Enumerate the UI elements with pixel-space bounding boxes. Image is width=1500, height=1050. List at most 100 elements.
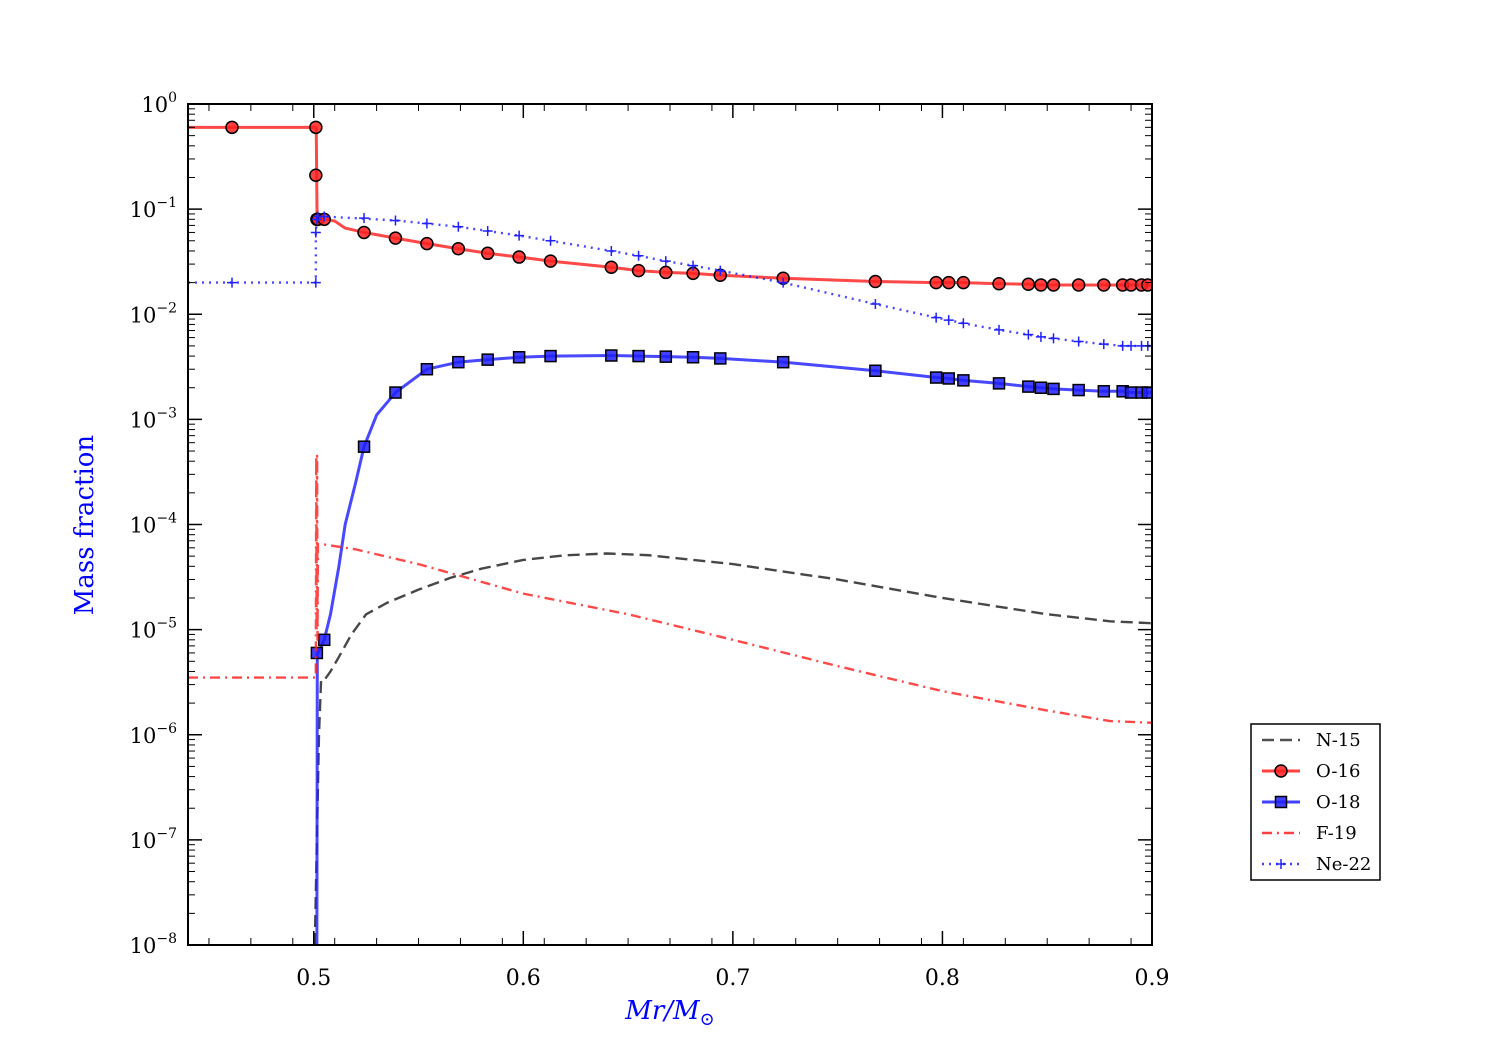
data-point-ne-22 xyxy=(482,225,493,236)
data-point-ne-22 xyxy=(660,256,671,267)
y-tick-label: 10−7 xyxy=(130,826,177,853)
data-point-o-18 xyxy=(420,362,434,376)
data-point-ne-22 xyxy=(943,315,954,326)
data-point-o-18 xyxy=(776,355,790,369)
data-point-o-18 xyxy=(714,352,727,365)
data-point-o-16 xyxy=(451,241,466,256)
data-point-o-16 xyxy=(1071,278,1086,292)
x-axis-label: Mr/M⊙ xyxy=(624,996,715,1030)
data-point-ne-22 xyxy=(310,277,321,288)
data-point-ne-22 xyxy=(778,277,789,288)
data-point-o-16 xyxy=(512,250,526,264)
data-point-o-18 xyxy=(869,364,882,378)
legend-marker-o-16 xyxy=(1274,764,1288,778)
series-line-f-19 xyxy=(188,454,1152,724)
data-point-o-18 xyxy=(992,377,1006,390)
data-point-ne-22 xyxy=(1048,333,1059,344)
data-point-o-18 xyxy=(632,349,645,363)
data-point-o-18 xyxy=(452,355,465,369)
data-point-ne-22 xyxy=(1073,336,1084,347)
data-point-o-16 xyxy=(992,277,1006,291)
data-point-ne-22 xyxy=(688,260,699,271)
x-tick-label: 0.6 xyxy=(506,966,541,991)
y-tick-label: 10−3 xyxy=(130,405,177,432)
data-point-o-16 xyxy=(309,120,323,135)
y-tick-label: 100 xyxy=(141,90,177,117)
legend-label-o-18: O-18 xyxy=(1316,792,1360,813)
plot-frame xyxy=(187,103,1153,946)
data-point-o-18 xyxy=(1034,381,1048,394)
series-f-19 xyxy=(188,454,1152,724)
data-point-o-18 xyxy=(544,349,557,363)
data-point-ne-22 xyxy=(1023,329,1034,340)
data-point-o-18 xyxy=(389,386,402,399)
legend-label-ne-22: Ne-22 xyxy=(1316,854,1371,875)
data-point-o-18 xyxy=(1047,382,1060,396)
data-point-o-16 xyxy=(1021,277,1036,291)
data-point-ne-22 xyxy=(715,265,726,276)
data-point-o-16 xyxy=(1046,278,1061,292)
data-point-ne-22 xyxy=(359,213,370,224)
data-point-o-16 xyxy=(604,260,619,274)
data-point-o-18 xyxy=(605,349,618,362)
y-axis-label: Mass fraction xyxy=(70,435,100,616)
data-point-ne-22 xyxy=(310,227,321,238)
data-point-o-18 xyxy=(317,633,331,647)
data-point-o-16 xyxy=(631,263,646,278)
data-point-o-18 xyxy=(929,371,943,384)
data-point-o-18 xyxy=(357,440,371,453)
data-point-ne-22 xyxy=(453,221,464,232)
series-n-15 xyxy=(313,552,1152,945)
y-tick-label: 10−5 xyxy=(130,616,177,643)
data-point-o-16 xyxy=(225,120,239,135)
legend-marker-o-18 xyxy=(1274,795,1288,809)
legend-marker-ne-22 xyxy=(1276,859,1286,869)
data-point-ne-22 xyxy=(545,235,556,246)
data-point-o-16 xyxy=(1141,278,1152,292)
legend: N-15 O-16 O-18 F-19 Ne-22 xyxy=(1250,723,1381,881)
data-point-o-18 xyxy=(659,350,673,363)
series-layer xyxy=(188,120,1152,945)
x-axis-label-slash: / xyxy=(661,996,675,1026)
data-point-o-16 xyxy=(1097,278,1111,292)
x-tick-labels: 0.5 0.6 0.7 0.8 0.9 xyxy=(296,966,1169,991)
series-line-ne-22 xyxy=(188,215,1152,348)
data-point-o-16 xyxy=(956,275,971,290)
data-point-ne-22 xyxy=(421,218,432,229)
data-point-o-18 xyxy=(957,374,970,387)
data-point-o-16 xyxy=(543,254,558,268)
data-point-o-16 xyxy=(388,231,403,245)
legend-label-o-16: O-16 xyxy=(1316,761,1360,782)
y-tick-labels: 100 10−1 10−2 10−3 10−4 10−5 10−6 10−7 10−8 xyxy=(130,90,177,958)
data-point-o-18 xyxy=(1141,386,1152,399)
data-point-ne-22 xyxy=(931,312,942,323)
y-tick-label: 10−6 xyxy=(130,721,177,748)
y-tick-label: 10−8 xyxy=(130,931,177,958)
series-line-n-15 xyxy=(313,552,1152,945)
data-point-o-18 xyxy=(1097,385,1111,398)
data-point-ne-22 xyxy=(870,299,881,310)
data-point-ne-22 xyxy=(1126,340,1137,351)
data-point-ne-22 xyxy=(1035,331,1046,342)
data-point-o-18 xyxy=(942,372,955,385)
data-point-o-16 xyxy=(480,246,495,261)
data-point-o-16 xyxy=(868,274,883,289)
data-point-ne-22 xyxy=(994,324,1005,335)
data-point-o-18 xyxy=(1022,380,1035,393)
data-point-o-16 xyxy=(1034,278,1048,292)
x-axis-label-sun: ⊙ xyxy=(700,1009,715,1030)
x-tick-label: 0.8 xyxy=(925,966,960,991)
data-point-ne-22 xyxy=(1098,339,1109,350)
y-tick-label: 10−2 xyxy=(130,300,177,327)
x-axis-label-m: M xyxy=(672,996,701,1026)
legend-label-f-19: F-19 xyxy=(1316,823,1357,844)
legend-label-n-15: N-15 xyxy=(1316,730,1361,751)
data-point-o-16 xyxy=(357,225,371,240)
x-tick-label: 0.9 xyxy=(1135,966,1170,991)
data-point-o-16 xyxy=(420,236,434,251)
data-point-o-16 xyxy=(941,275,956,290)
x-tick-label: 0.7 xyxy=(715,966,750,991)
y-tick-label: 10−4 xyxy=(130,511,177,538)
